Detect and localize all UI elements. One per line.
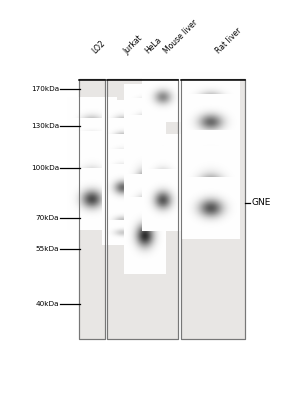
Text: Mouse liver: Mouse liver	[162, 18, 199, 56]
Bar	[181, 79, 245, 339]
Text: 70kDa: 70kDa	[35, 215, 59, 221]
Text: Jurkat: Jurkat	[122, 33, 145, 56]
Bar	[181, 79, 245, 339]
Text: LO2: LO2	[91, 39, 108, 56]
Bar	[79, 79, 105, 339]
Text: HeLa: HeLa	[143, 36, 163, 56]
Text: 40kDa: 40kDa	[35, 301, 59, 307]
Text: 170kDa: 170kDa	[31, 86, 59, 92]
Text: 55kDa: 55kDa	[35, 246, 59, 252]
Bar	[107, 79, 178, 339]
Text: 130kDa: 130kDa	[31, 123, 59, 129]
Bar	[107, 79, 178, 339]
Text: 100kDa: 100kDa	[31, 164, 59, 170]
Text: Rat liver: Rat liver	[214, 26, 243, 56]
Text: GNE: GNE	[251, 198, 271, 207]
Bar	[79, 79, 105, 339]
